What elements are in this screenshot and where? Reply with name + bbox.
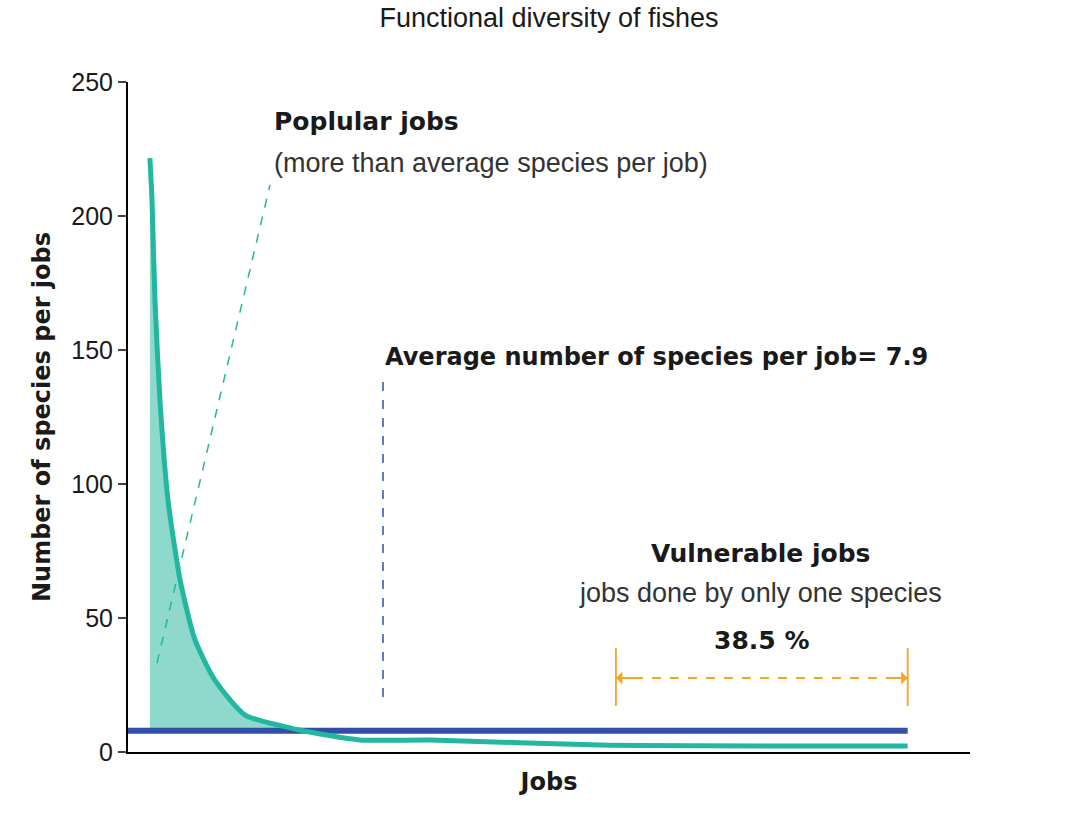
- svg-text:Number of species per jobs: Number of species per jobs: [28, 232, 56, 602]
- svg-text:250: 250: [71, 68, 113, 96]
- svg-text:38.5 %: 38.5 %: [714, 626, 809, 655]
- svg-text:Functional diversity of fishes: Functional diversity of fishes: [379, 3, 718, 33]
- svg-text:Vulnerable jobs: Vulnerable jobs: [651, 539, 870, 568]
- svg-text:0: 0: [99, 738, 113, 766]
- svg-text:Jobs: Jobs: [519, 768, 578, 796]
- svg-text:150: 150: [71, 336, 113, 364]
- svg-text:jobs done by only one species: jobs done by only one species: [579, 578, 942, 608]
- svg-text:Average number of species per: Average number of species per job= 7.9: [385, 343, 928, 371]
- svg-text:200: 200: [71, 202, 113, 230]
- svg-text:(more than average species per: (more than average species per job): [274, 148, 708, 178]
- svg-text:100: 100: [71, 470, 113, 498]
- svg-text:Poplular jobs: Poplular jobs: [274, 107, 459, 136]
- svg-text:50: 50: [85, 604, 113, 632]
